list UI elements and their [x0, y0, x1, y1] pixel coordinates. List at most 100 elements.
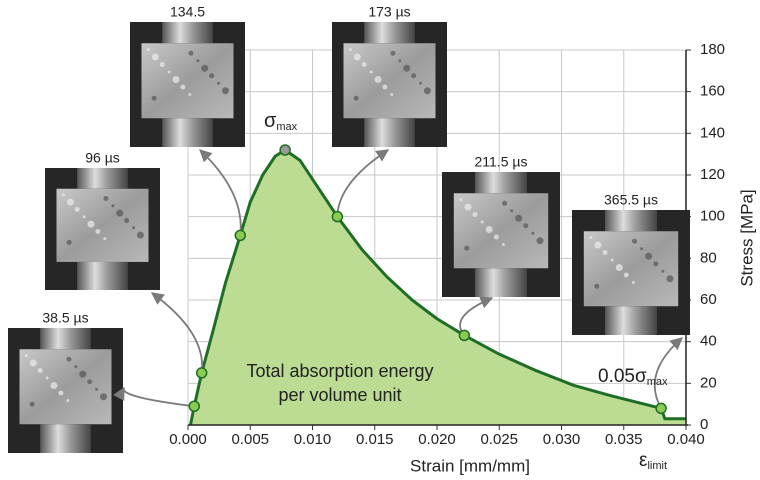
platen-top [605, 210, 657, 232]
area-label: per volume unit [278, 385, 401, 405]
texture [95, 387, 99, 391]
y-axis-label: Stress [MPa] [737, 189, 756, 286]
marker [234, 229, 247, 242]
texture [594, 241, 602, 249]
marker [188, 400, 200, 412]
texture [151, 95, 157, 101]
photo [572, 210, 690, 335]
x-tick-label: 0.010 [294, 431, 332, 448]
y-tick-label: 120 [700, 166, 725, 183]
photo [130, 22, 245, 147]
texture [361, 62, 367, 67]
platen-top [40, 328, 91, 350]
texture [353, 53, 361, 61]
texture [24, 354, 28, 357]
arrow [336, 149, 390, 217]
texture [382, 84, 388, 90]
y-tick-label: 100 [700, 208, 725, 225]
texture [82, 215, 86, 219]
texture [99, 393, 107, 401]
annotation-text: ε [639, 450, 648, 471]
texture [217, 81, 221, 85]
y-tick-label: 20 [700, 374, 717, 391]
annotation: εlimit [639, 450, 667, 472]
marker [195, 367, 208, 379]
platen-bottom [364, 118, 415, 147]
texture [419, 81, 423, 85]
marker [331, 210, 344, 223]
texture [95, 228, 101, 234]
texture [485, 226, 493, 233]
photo-label: 173 µs [368, 4, 410, 20]
texture [167, 70, 171, 74]
photo-label: 96 µs [85, 150, 120, 166]
x-axis-label: Strain [mm/mm] [410, 456, 530, 475]
annotation-text: 0.05σ [598, 366, 647, 387]
photo [332, 22, 447, 147]
texture [398, 59, 402, 63]
texture [403, 64, 411, 72]
texture [623, 272, 629, 278]
platen-top [475, 172, 527, 194]
annotation-sub: max [647, 376, 668, 388]
platen-bottom [162, 118, 213, 147]
texture [196, 59, 200, 63]
texture [58, 390, 64, 396]
texture [159, 62, 165, 67]
texture [631, 281, 635, 284]
photo [8, 328, 123, 453]
arrow [199, 149, 242, 236]
texture [602, 250, 608, 255]
texture [116, 209, 124, 217]
texture [87, 220, 95, 228]
texture [594, 283, 600, 289]
texture [66, 356, 72, 362]
marker [279, 144, 291, 156]
texture [66, 198, 74, 206]
texture [29, 359, 37, 367]
texture [66, 239, 72, 245]
texture [180, 84, 186, 90]
x-tick-label: 0.035 [605, 431, 643, 448]
photo [442, 172, 560, 297]
annotation: σmax [264, 110, 298, 133]
x-tick-label: 0.005 [231, 431, 269, 448]
photo-label: 38.5 µs [42, 310, 88, 326]
arrow [113, 386, 195, 408]
texture [510, 209, 514, 213]
texture [645, 252, 653, 260]
arrow [150, 292, 204, 374]
platen-bottom [475, 268, 527, 297]
annotation-sub: max [276, 121, 297, 133]
platen-top [364, 22, 415, 44]
texture [124, 217, 130, 223]
texture [74, 206, 80, 212]
photo-label: 211.5 µs [475, 154, 528, 170]
texture [459, 198, 463, 201]
texture [411, 73, 417, 79]
texture [151, 53, 159, 61]
texture [653, 261, 659, 267]
x-tick-label: 0.000 [169, 431, 207, 448]
platen-top [77, 168, 128, 189]
texture [61, 193, 65, 197]
texture [423, 87, 431, 95]
photo [45, 168, 160, 290]
y-tick-label: 160 [700, 83, 725, 100]
platen-top [162, 22, 213, 44]
annotation: 0.05σmax [598, 366, 668, 388]
texture [632, 238, 638, 244]
y-tick-label: 40 [700, 333, 717, 350]
texture [369, 70, 373, 74]
texture [615, 264, 623, 271]
texture [472, 212, 478, 217]
texture [536, 237, 544, 245]
texture [111, 204, 115, 208]
photo-label: 134.5 [170, 4, 205, 20]
photo-label: 365.5 µs [604, 192, 658, 208]
platen-bottom [40, 424, 91, 453]
texture [348, 48, 352, 51]
texture [480, 220, 484, 224]
texture [531, 231, 535, 235]
texture [374, 76, 382, 83]
